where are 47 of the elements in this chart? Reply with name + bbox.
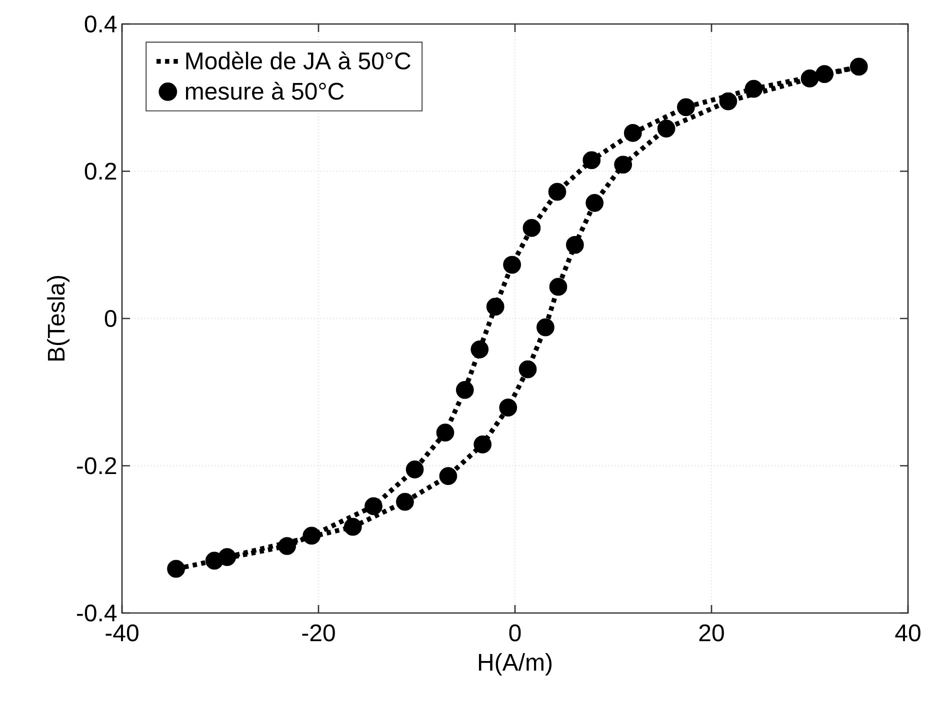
- x-axis-title: H(A/m): [478, 653, 552, 676]
- point: [677, 98, 695, 116]
- x-tick-label: -40: [106, 624, 138, 642]
- point: [719, 92, 738, 110]
- x-tick-label: -20: [302, 624, 335, 642]
- point: [816, 65, 834, 83]
- point: [218, 548, 236, 566]
- point: [549, 278, 568, 296]
- y-axis-title: B(Tesla): [47, 276, 70, 361]
- legend-label: mesure à 50°C: [186, 82, 344, 100]
- point: [470, 340, 489, 358]
- y-tick-label: -0.2: [77, 457, 116, 474]
- point: [456, 380, 474, 399]
- x-tick-label: 20: [699, 624, 724, 642]
- point: [364, 497, 382, 516]
- point: [344, 518, 362, 536]
- x-tick-label: 40: [895, 624, 920, 642]
- point: [800, 70, 819, 88]
- legend-label: Modèle de JA à 50°C: [186, 52, 410, 70]
- point: [548, 182, 566, 201]
- x-tick-label: 0: [509, 624, 521, 642]
- point: [396, 492, 414, 511]
- point: [518, 360, 537, 378]
- point: [657, 120, 676, 138]
- point: [614, 156, 632, 174]
- y-tick-label: 0.4: [84, 15, 117, 32]
- point: [566, 236, 584, 254]
- point: [406, 460, 424, 478]
- point: [436, 424, 454, 442]
- point: [503, 256, 521, 274]
- point: [582, 151, 601, 170]
- point: [439, 467, 458, 485]
- point: [278, 537, 296, 555]
- point: [302, 526, 321, 545]
- point: [474, 435, 492, 454]
- point: [522, 219, 541, 237]
- point: [536, 318, 554, 336]
- point: [486, 298, 504, 316]
- point: [850, 58, 868, 76]
- point: [624, 124, 642, 142]
- point: [167, 560, 185, 578]
- point: [499, 398, 518, 417]
- y-tick-label: -0.4: [77, 604, 117, 622]
- point: [744, 80, 763, 98]
- y-tick-label: 0.2: [84, 162, 116, 180]
- point: [586, 194, 604, 212]
- y-tick-label: 0: [104, 310, 116, 327]
